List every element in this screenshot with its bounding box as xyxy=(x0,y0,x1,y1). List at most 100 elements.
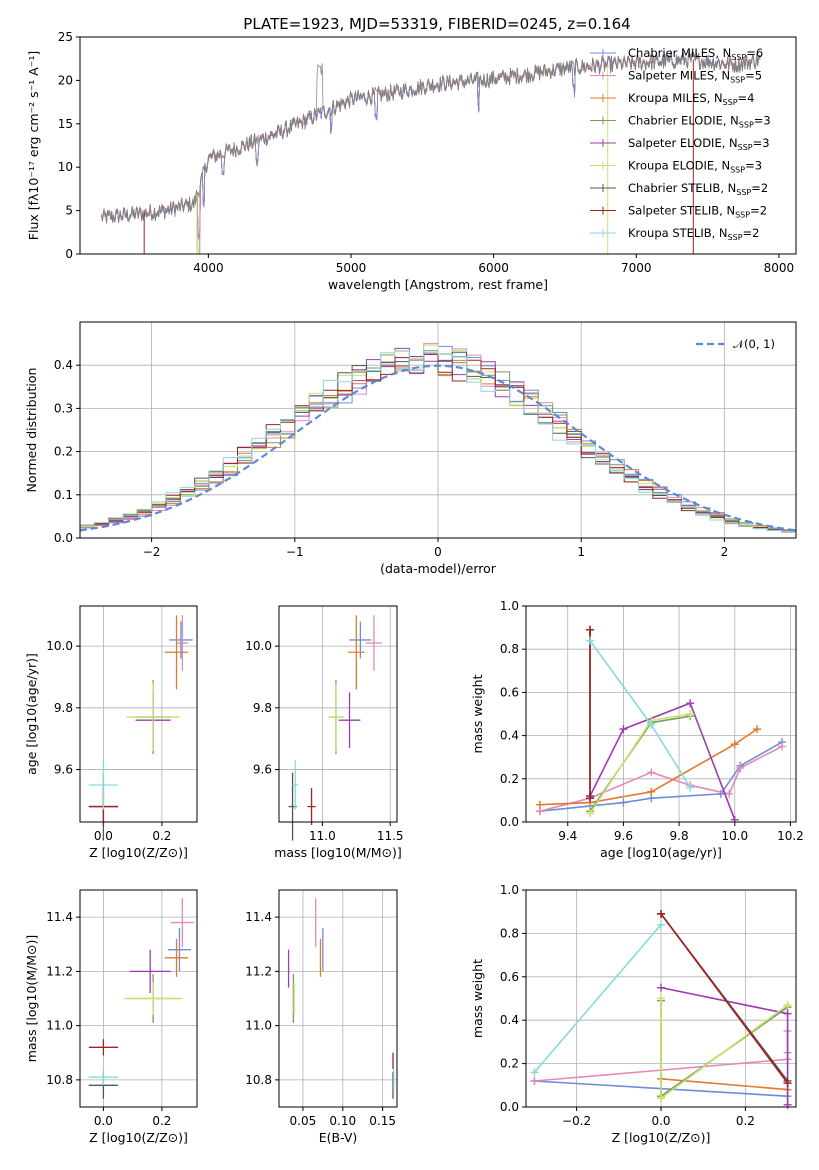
weight-marker xyxy=(530,1076,539,1085)
errorbar-point-kroupa-elodie xyxy=(123,982,183,1015)
x-tick-label: 1 xyxy=(577,545,585,559)
x-tick-label: 2 xyxy=(721,545,729,559)
errorbar-point-kroupa-miles xyxy=(164,938,189,977)
weight-marker xyxy=(619,798,628,807)
residuals-panel: −2 −1 0 1 2 0.0 0.1 0.2 0.3 0.4 (data-model)/error… xyxy=(24,321,797,576)
errorbar-point-salpeter-miles xyxy=(365,615,383,671)
y-tick-label: 9.6 xyxy=(54,763,73,777)
weight-marker xyxy=(783,1009,792,1018)
mass-vs-metallicity-panel: 0.0 0.2 10.8 11.0 11.2 11.4 Z [log10(Z/Z⊙)] mas… xyxy=(24,889,198,1145)
y-tick-label: 11.4 xyxy=(245,910,272,924)
weight-marker xyxy=(647,720,656,729)
y-tick-label: 0.2 xyxy=(500,1057,519,1071)
age-vs-metallicity-panel: 0.0 0.29.69.810.0Z [log10(Z/Z⊙)]age [log1… xyxy=(24,605,198,860)
legend-label-kroupa-stelib: Kroupa STELIB, NSSP=2 xyxy=(628,226,759,242)
mass-vs-ebv-panel: 0.05 0.10 0.15 10.8 11.0 11.2 11.4 E(B-V) xyxy=(245,889,398,1145)
legend-label-text: Salpeter ELODIE, N xyxy=(628,136,738,150)
legend-label-kroupa-miles: Kroupa MILES, NSSP=4 xyxy=(628,91,754,107)
x-tick-label: 0.05 xyxy=(290,1114,317,1128)
weight-line-chabrier-elodie xyxy=(660,1000,789,1098)
weight-marker xyxy=(736,764,745,772)
errorbar-point-kroupa-stelib xyxy=(88,1069,119,1086)
x-tick-label: −2 xyxy=(143,545,161,559)
legend-label-subscript: SSP xyxy=(728,233,743,242)
plot-frame xyxy=(278,605,398,823)
y-tick-label: 0.6 xyxy=(500,685,519,699)
legend-label-kroupa-elodie: Kroupa ELODIE, NSSP=3 xyxy=(628,159,762,175)
legend-label-subscript: SSP xyxy=(738,143,753,152)
weight-marker xyxy=(657,920,665,929)
weight-marker xyxy=(725,789,734,798)
y-tick-label: 11.2 xyxy=(46,964,73,978)
x-tick-label: 10.2 xyxy=(777,829,804,843)
x-axis-label: wavelength [Angstrom, rest frame] xyxy=(328,277,548,292)
y-axis-label: age [log10(age/yr)] xyxy=(24,653,39,775)
legend-label-chabrier-stelib: Chabrier STELIB, NSSP=2 xyxy=(628,181,768,197)
y-tick-label: 0.0 xyxy=(54,531,73,545)
errorbar-point-salpeter-stelib xyxy=(307,788,316,826)
legend-label-text: Salpeter MILES, N xyxy=(628,69,730,83)
legend-label-text: Kroupa MILES, N xyxy=(628,91,723,105)
x-tick-label: 11.5 xyxy=(377,829,404,843)
spectrum-title: PLATE=1923, MJD=53319, FIBERID=0245, z=0… xyxy=(243,15,630,33)
legend-label-count: =2 xyxy=(751,181,768,195)
y-axis-label: Flux [fλ10⁻¹⁷ erg cm⁻² s⁻¹ A⁻¹] xyxy=(26,51,41,240)
legend-label-subscript: SSP xyxy=(730,76,745,85)
x-tick-label: 0.15 xyxy=(369,1114,396,1128)
histogram-kroupa-stelib xyxy=(80,350,796,534)
legend-label-text: Chabrier MILES, N xyxy=(628,46,731,60)
weight-marker xyxy=(730,740,739,749)
x-tick-label: 9.6 xyxy=(614,829,633,843)
x-tick-label: 4000 xyxy=(193,261,224,275)
legend-label-chabrier-elodie: Chabrier ELODIE, NSSP=3 xyxy=(628,114,771,130)
y-tick-label: 11.2 xyxy=(245,964,272,978)
plot-frame xyxy=(525,889,797,1108)
x-tick-label: 0.2 xyxy=(152,829,171,843)
weight-line-chabrier-miles xyxy=(539,741,783,812)
weight-marker xyxy=(586,625,595,634)
errorbar-point-salpeter-stelib xyxy=(88,1039,119,1056)
y-tick-label: 25 xyxy=(58,30,73,44)
y-tick-label: 0.8 xyxy=(500,642,519,656)
y-axis-label: mass weight xyxy=(470,674,485,753)
legend-label-count: =2 xyxy=(743,226,760,240)
weight-vs-age-panel: 9.4 9.6 9.8 10.0 10.2 0.0 0.2 0.4 0.6 0.8 1.0 age [… xyxy=(470,599,804,860)
legend-label-text: Kroupa ELODIE, N xyxy=(628,159,730,173)
legend-label-text: Chabrier STELIB, N xyxy=(628,181,736,195)
spectrum-panel: PLATE=1923, MJD=53319, FIBERID=0245, z=0… xyxy=(26,15,797,292)
errorbar-point-kroupa-elodie xyxy=(327,683,345,752)
legend-label-text: Kroupa STELIB, N xyxy=(628,226,728,240)
weight-line-salpeter-elodie xyxy=(589,702,736,821)
x-axis-label: mass [log10(M/M⊙)] xyxy=(274,845,402,860)
x-axis-label: (data-model)/error xyxy=(380,561,497,576)
x-tick-label: 10.0 xyxy=(721,829,748,843)
errorbar-point-chabrier-miles xyxy=(167,927,192,972)
y-tick-label: 0.2 xyxy=(54,445,73,459)
weight-marker xyxy=(783,1001,792,1010)
y-tick-label: 10 xyxy=(58,160,73,174)
x-tick-label: −1 xyxy=(286,545,304,559)
legend-label-salpeter-elodie: Salpeter ELODIE, NSSP=3 xyxy=(628,136,770,152)
x-axis-label: E(B-V) xyxy=(319,1130,358,1145)
gridlines xyxy=(279,606,397,822)
weight-marker xyxy=(783,1079,792,1088)
y-tick-label: 0.4 xyxy=(500,1013,519,1027)
y-tick-label: 11.4 xyxy=(46,910,73,924)
errorbar-point-kroupa-miles xyxy=(164,615,189,690)
legend-label-subscript: SSP xyxy=(736,188,751,197)
weight-marker xyxy=(647,768,656,777)
spectrum-observed-line xyxy=(101,51,761,224)
legend-label-chabrier-miles: Chabrier MILES, NSSP=6 xyxy=(628,46,763,62)
y-tick-label: 0.2 xyxy=(500,772,519,786)
plot-frame xyxy=(79,36,797,255)
x-tick-label: 6000 xyxy=(478,261,509,275)
legend-label-count: =3 xyxy=(754,114,771,128)
y-tick-label: 9.6 xyxy=(253,763,272,777)
x-tick-label: 0.0 xyxy=(94,1114,113,1128)
y-tick-label: 10.8 xyxy=(46,1073,73,1087)
weight-marker xyxy=(530,1068,539,1077)
weight-marker xyxy=(657,983,665,992)
legend-label-count: =3 xyxy=(745,159,762,173)
legend-label-count: =4 xyxy=(738,91,755,105)
